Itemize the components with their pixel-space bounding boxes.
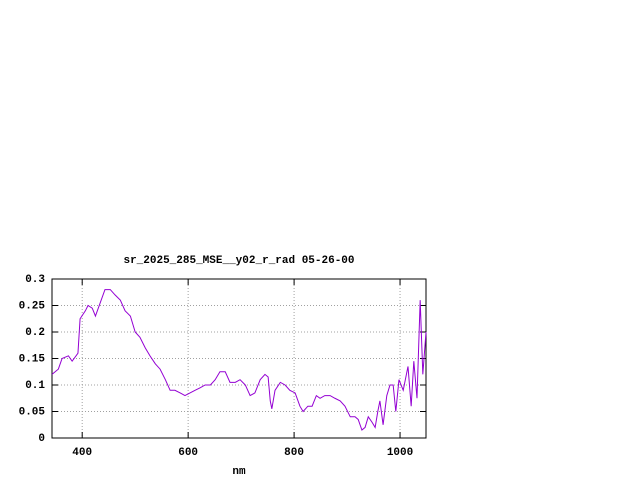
y-tick-label: 0.25: [19, 300, 46, 312]
plot-frame: [51, 278, 427, 439]
data-line: [51, 289, 427, 431]
y-tick-label: 0.15: [19, 353, 46, 365]
x-tick-label: 800: [284, 447, 304, 459]
y-tick-label: 0.2: [25, 327, 45, 339]
x-tick-label: 1000: [387, 447, 413, 459]
y-tick-label: 0.3: [25, 274, 45, 286]
x-tick-label: 400: [72, 447, 92, 459]
y-tick-label: 0.1: [25, 380, 45, 392]
y-tick-label: 0.05: [19, 406, 46, 418]
x-tick-label: 600: [178, 447, 198, 459]
chart-title: sr_2025_285_MSE__y02_r_rad 05-26-00: [123, 255, 354, 267]
y-tick-label: 0: [38, 433, 45, 445]
x-axis-label: nm: [232, 466, 246, 478]
